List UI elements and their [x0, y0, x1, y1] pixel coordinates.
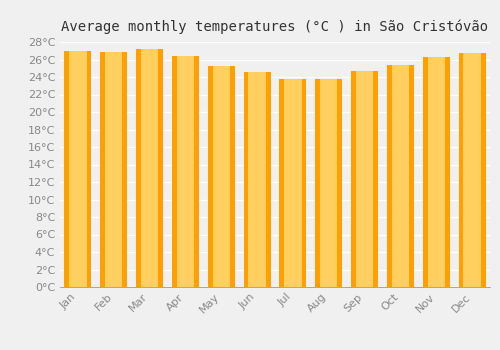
Bar	[316, 79, 342, 287]
Bar	[244, 72, 270, 287]
Bar	[248, 72, 266, 287]
Bar	[141, 49, 158, 287]
Bar	[136, 49, 163, 287]
Bar	[356, 71, 374, 287]
Bar	[387, 65, 414, 287]
Bar	[351, 71, 378, 287]
Bar	[458, 53, 485, 287]
Bar	[208, 66, 234, 287]
Bar	[69, 51, 86, 287]
Bar	[176, 56, 194, 287]
Bar	[172, 56, 199, 287]
Title: Average monthly temperatures (°C ) in São Cristóvão: Average monthly temperatures (°C ) in Sã…	[62, 19, 488, 34]
Bar	[392, 65, 409, 287]
Bar	[464, 53, 481, 287]
Bar	[100, 51, 127, 287]
Bar	[284, 79, 302, 287]
Bar	[212, 66, 230, 287]
Bar	[105, 51, 122, 287]
Bar	[423, 57, 450, 287]
Bar	[320, 79, 338, 287]
Bar	[428, 57, 445, 287]
Bar	[280, 79, 306, 287]
Bar	[64, 51, 92, 287]
